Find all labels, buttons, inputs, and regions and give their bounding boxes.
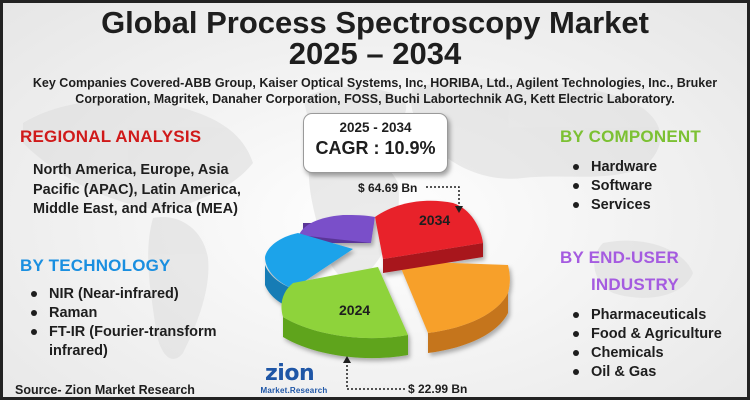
page-title: Global Process Spectroscopy Market 2025 … [3,7,747,69]
logo-tagline: Market.Research [260,386,328,395]
technology-list: NIR (Near-infrared) Raman FT-IR (Fourier… [27,285,257,361]
zion-logo: zion Market.Research [259,361,339,397]
connector-line-2034 [426,186,460,208]
end-user-item-label: Food & Agriculture [591,326,722,342]
technology-item-label: FT-IR (Fourier-transform infrared) [49,324,217,359]
bullet-icon [573,312,579,318]
regional-analysis-heading: REGIONAL ANALYSIS [20,127,202,146]
pie-label-2024: 2024 [339,302,370,318]
component-item-label: Hardware [591,159,658,175]
pie-slice-red [375,200,483,259]
bullet-icon [573,350,579,356]
list-item: Food & Agriculture [569,325,747,344]
end-user-item-label: Pharmaceuticals [591,307,707,323]
end-user-heading-line-1: BY END-USER [560,248,680,267]
pie-slice-orange-side [428,293,508,353]
cagr-value: CAGR : 10.9% [315,138,436,158]
bullet-icon [573,164,579,170]
source-credit: Source- Zion Market Research [15,383,195,397]
component-list: Hardware Software Services [569,158,739,215]
bullet-icon [573,369,579,375]
arrow-icon-2024 [343,356,351,363]
list-item: Raman [27,304,257,323]
list-item: Software [569,177,739,196]
value-label-2034: $ 64.69 Bn [358,181,418,195]
technology-heading: BY TECHNOLOGY [20,256,171,275]
value-label-2024: $ 22.99 Bn [408,382,468,396]
bullet-icon [573,183,579,189]
title-line-1: Global Process Spectroscopy Market [101,5,649,40]
bullet-icon [573,202,579,208]
list-item: FT-IR (Fourier-transform infrared) [27,323,257,361]
component-item-label: Services [591,197,651,213]
pie-slice-green [281,267,408,339]
bullet-icon [31,291,37,297]
list-item: Pharmaceuticals [569,306,747,325]
end-user-heading: BY END-USER INDUSTRY [560,248,747,295]
pie-chart-graphic: 2034 2024 [265,186,510,390]
technology-item-label: Raman [49,305,98,321]
end-user-list: Pharmaceuticals Food & Agriculture Chemi… [569,306,747,382]
end-user-item-label: Chemicals [591,345,664,361]
technology-item-label: NIR (Near-infrared) [49,286,179,302]
arrow-icon-2034 [455,206,463,213]
connector-line-2024 [346,361,406,390]
list-item: Oil & Gas [569,363,747,382]
cagr-box: 2025 - 2034 CAGR : 10.9% [303,113,448,173]
pie-slice-green-side [283,317,408,359]
component-heading: BY COMPONENT [560,127,701,146]
pie-slice-purple [299,215,375,243]
pie-slice-blue [265,233,353,289]
bullet-icon [573,331,579,337]
bullet-icon [31,310,37,316]
bullet-icon [31,329,37,335]
pie-label-2034: 2034 [419,212,450,228]
end-user-item-label: Oil & Gas [591,364,657,380]
cagr-period: 2025 - 2034 [339,120,412,135]
pie-slice-orange [398,261,510,333]
list-item: Hardware [569,158,739,177]
end-user-heading-line-2: INDUSTRY [591,275,679,294]
pie-slice-red-side [383,243,483,273]
component-item-label: Software [591,178,653,194]
logo-wordmark: zion [265,361,315,386]
list-item: NIR (Near-infrared) [27,285,257,304]
list-item: Chemicals [569,344,747,363]
title-line-2: 2025 – 2034 [288,36,462,71]
list-item: Services [569,196,739,215]
key-companies-text: Key Companies Covered-ABB Group, Kaiser … [32,76,718,106]
regional-analysis-text: North America, Europe, Asia Pacific (APA… [33,162,241,217]
